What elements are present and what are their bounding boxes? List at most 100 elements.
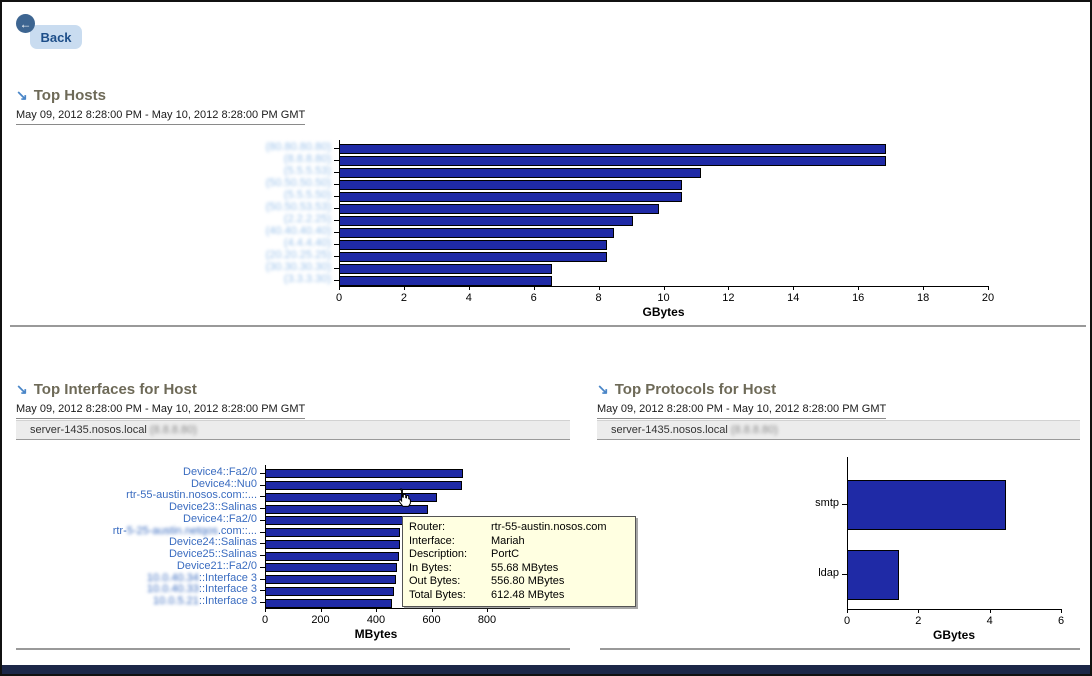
category-label[interactable]: Device4::Fa2/0 [183, 512, 257, 525]
bar[interactable] [339, 144, 887, 154]
category-label[interactable]: Device25::Salinas [168, 548, 257, 561]
y-tick [260, 555, 265, 557]
bar[interactable] [265, 492, 437, 502]
category-label[interactable]: (2.2.2.25) [242, 213, 331, 226]
x-tick [663, 286, 665, 290]
category-label[interactable]: rtr-5-25-austin.netqos.com::... [112, 524, 257, 537]
x-tick [858, 286, 860, 290]
bottom-frame-bar [2, 665, 1090, 674]
top-interfaces-title: Top Interfaces for Host [33, 381, 197, 398]
y-tick [260, 602, 265, 604]
panel-divider [16, 648, 570, 650]
tooltip-value: 612.48 MBytes [491, 588, 565, 601]
tooltip-row: Total Bytes: 612.48 MBytes [409, 589, 629, 603]
category-label[interactable]: (30.30.30.30) [242, 261, 331, 274]
category-label[interactable]: 10.0.40.34::Interface 3 [146, 571, 257, 584]
x-tick [339, 286, 340, 290]
category-label[interactable]: (50.50.50.50) [242, 177, 331, 190]
bar[interactable] [265, 563, 398, 573]
section-expand-icon[interactable]: ↘ [597, 381, 609, 397]
x-tick-label: 4 [465, 292, 472, 304]
bar[interactable] [339, 228, 614, 238]
x-tick-label: 200 [311, 614, 330, 626]
bar[interactable] [847, 550, 899, 600]
back-arrow-icon[interactable]: ← [16, 14, 35, 33]
protocols-host-selector[interactable]: server-1435.nosos.local (8.8.8.80) [597, 420, 1080, 440]
bar[interactable] [265, 539, 400, 549]
category-label[interactable]: (80.80.80.80) [242, 141, 331, 154]
x-axis [847, 609, 1062, 610]
category-label[interactable]: (5.5.5.53) [242, 165, 331, 178]
category-label[interactable]: (5.5.5.50) [242, 189, 331, 202]
category-label[interactable]: (4.4.4.40) [242, 237, 331, 250]
category-label[interactable]: (50.50.53.53) [242, 201, 331, 214]
bar[interactable] [339, 240, 608, 250]
x-tick-label: 600 [422, 614, 441, 626]
back-button[interactable]: Back [30, 25, 82, 49]
bar[interactable] [265, 469, 463, 479]
bar[interactable] [339, 180, 682, 190]
bar[interactable] [265, 586, 395, 596]
x-tick-label: 2 [915, 615, 922, 627]
category-label[interactable]: ldap [818, 567, 839, 579]
top-protocols-chart: smtp ldap 0 2 4 6 GBytes [642, 457, 1090, 647]
category-label[interactable]: Device4::Fa2/0 [183, 465, 257, 478]
bar[interactable] [339, 276, 552, 286]
tooltip-label: Router: [409, 521, 446, 533]
bar[interactable] [339, 264, 552, 274]
x-axis-title: GBytes [932, 628, 976, 642]
top-hosts-header: ↘ Top Hosts [16, 87, 106, 104]
y-tick [260, 519, 265, 521]
bar[interactable] [339, 168, 702, 178]
top-hosts-date-range: May 09, 2012 8:28:00 PM - May 10, 2012 8… [16, 109, 306, 125]
bar[interactable] [265, 528, 401, 538]
category-label[interactable]: 10.0.5.21::Interface 3 [153, 595, 257, 608]
tooltip-row: Interface: Mariah [409, 535, 629, 549]
category-label[interactable]: Device4::Nu0 [190, 477, 257, 490]
category-label[interactable]: Device23::Salinas [168, 501, 257, 514]
top-protocols-date-range: May 09, 2012 8:28:00 PM - May 10, 2012 8… [597, 403, 887, 419]
bar[interactable] [339, 192, 682, 202]
top-interfaces-header: ↘ Top Interfaces for Host [16, 381, 197, 398]
category-label[interactable]: (40.40.40.40) [242, 225, 331, 238]
panel-divider [600, 648, 1080, 650]
host-ip-redacted: (8.8.8.80) [730, 424, 778, 436]
category-label[interactable]: rtr-55-austin.nosos.com::... [126, 489, 257, 502]
x-tick [988, 286, 989, 290]
redacted-text: 10.0.40.33 [146, 583, 199, 596]
category-label[interactable]: Device24::Salinas [168, 536, 257, 549]
bar[interactable] [265, 598, 392, 608]
redacted-text: (30.30.30.30) [265, 261, 331, 273]
host-name: server-1435.nosos.local [30, 424, 147, 436]
bar[interactable] [265, 481, 462, 491]
y-tick [260, 590, 265, 592]
redacted-text: 10.0.40.34 [146, 571, 199, 584]
bar[interactable] [339, 156, 887, 166]
category-label[interactable]: smtp [815, 497, 839, 509]
bar[interactable] [339, 252, 608, 262]
x-tick-label: 0 [843, 615, 851, 627]
tooltip-label: Total Bytes: [409, 588, 466, 601]
x-tick [265, 608, 266, 612]
category-label[interactable]: (8.8.8.80) [242, 153, 331, 166]
bar[interactable] [265, 551, 400, 561]
section-expand-icon[interactable]: ↘ [16, 381, 28, 397]
category-label[interactable]: (20.20.25.25) [242, 249, 331, 262]
bar[interactable] [847, 480, 1006, 530]
x-tick [989, 609, 991, 613]
bar[interactable] [265, 516, 422, 526]
interfaces-host-selector[interactable]: server-1435.nosos.local (8.8.8.80) [16, 420, 570, 440]
top-protocols-header: ↘ Top Protocols for Host [597, 381, 776, 398]
x-axis [265, 608, 530, 609]
tooltip-value: 556.80 MBytes [491, 575, 565, 587]
bar[interactable] [265, 504, 428, 514]
bar[interactable] [339, 216, 634, 226]
redacted-text: (4.4.4.40) [283, 237, 331, 249]
section-expand-icon[interactable]: ↘ [16, 87, 28, 103]
bar[interactable] [265, 575, 397, 585]
category-label[interactable]: 10.0.40.33::Interface 3 [146, 583, 257, 596]
category-label[interactable]: (3.3.3.30) [242, 273, 331, 286]
bar[interactable] [339, 204, 659, 214]
section-divider [10, 325, 1086, 327]
category-label[interactable]: Device21::Fa2/0 [176, 559, 257, 572]
